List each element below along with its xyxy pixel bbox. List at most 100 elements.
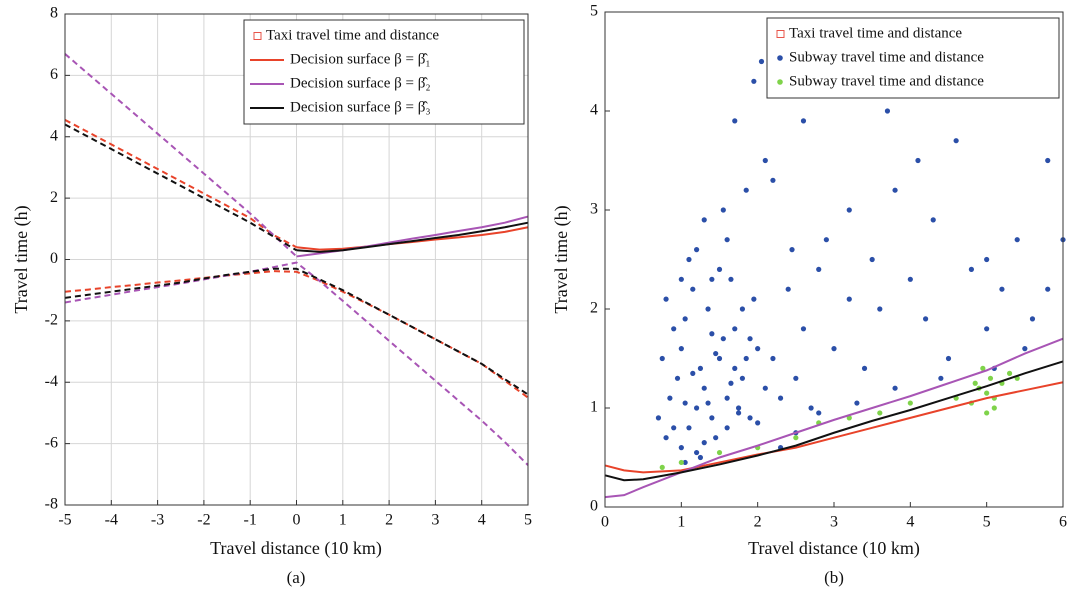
scatter-point	[953, 138, 959, 144]
y-tick-label: -8	[45, 496, 58, 513]
scatter-point	[770, 355, 776, 362]
scatter-point	[984, 256, 990, 263]
y-tick-label: -6	[45, 434, 58, 451]
y-tick-label: 5	[590, 3, 598, 20]
decision-curve	[64, 261, 529, 466]
scatter-point	[701, 385, 707, 391]
scatter-point	[724, 395, 730, 401]
scatter-point	[655, 415, 662, 421]
scatter-point	[682, 316, 688, 322]
legend-label: Subway travel time and distance	[789, 49, 984, 65]
scatter-point	[716, 449, 723, 456]
scatter-point	[972, 380, 978, 386]
y-tick-label: 3	[590, 201, 598, 218]
x-tick-label: -5	[58, 512, 71, 529]
scatter-point	[755, 420, 761, 426]
scatter-point	[777, 395, 784, 401]
scatter-point	[1045, 157, 1051, 164]
scatter-point	[713, 435, 719, 441]
scatter-point	[984, 390, 990, 396]
scatter-point	[793, 375, 799, 381]
scatter-point	[823, 237, 829, 243]
scatter-point	[861, 365, 868, 371]
scatter-point	[869, 256, 875, 263]
scatter-point	[678, 276, 684, 282]
scatter-point	[747, 415, 753, 421]
x-tick-label: -3	[151, 512, 164, 529]
scatter-point	[728, 276, 734, 282]
scatter-point	[1022, 346, 1028, 352]
scatter-point	[1006, 370, 1013, 376]
scatter-point	[816, 266, 822, 272]
x-tick-label: 2	[754, 514, 762, 531]
scatter-point	[854, 400, 860, 406]
x-tick-label: -2	[197, 512, 210, 529]
scatter-point	[785, 286, 791, 292]
scatter-point	[659, 355, 665, 362]
x-tick-label: 5	[983, 514, 991, 531]
x-tick-label: 3	[431, 512, 439, 529]
scatter-point	[930, 217, 936, 223]
y-axis-label: Travel time (h)	[11, 205, 32, 313]
scatter-point	[663, 296, 669, 302]
legend-marker	[253, 32, 262, 40]
y-tick-label: 4	[590, 102, 598, 119]
scatter-point	[1045, 286, 1051, 292]
y-tick-label: 0	[590, 498, 598, 515]
scatter-point	[800, 326, 807, 332]
legend-label: Taxi travel time and distance	[266, 27, 439, 43]
scatter-point	[705, 400, 711, 406]
scatter-point	[659, 464, 665, 470]
scatter-point	[762, 385, 768, 391]
x-tick-label: 6	[1059, 514, 1067, 531]
scatter-point	[800, 118, 807, 124]
y-tick-label: 2	[50, 189, 58, 206]
decision-curve	[64, 118, 297, 249]
y-tick-label: 8	[50, 5, 58, 22]
scatter-point	[915, 157, 921, 164]
decision-curve	[604, 381, 1064, 474]
legend: Taxi travel time and distance Decision su…	[243, 19, 525, 125]
legend-marker	[776, 30, 785, 38]
scatter-point	[735, 405, 742, 411]
scatter-point	[686, 256, 692, 263]
scatter-point	[999, 286, 1005, 292]
scatter-point	[877, 306, 883, 312]
scatter-point	[724, 237, 730, 243]
legend-box	[243, 19, 525, 125]
x-tick-label: 0	[293, 512, 301, 529]
scatter-point	[808, 405, 814, 411]
legend-label: Subway travel time and distance	[789, 73, 984, 89]
scatter-point	[846, 296, 852, 302]
plot-frame	[604, 11, 1064, 508]
scatter-point	[732, 118, 738, 124]
legend-marker	[777, 79, 783, 85]
scatter-point	[694, 449, 700, 456]
scatter-point	[732, 326, 738, 332]
decision-curve	[64, 53, 298, 258]
scatter-point	[690, 370, 696, 376]
scatter-point	[678, 346, 684, 352]
scatter-point	[701, 440, 707, 446]
scatter-point	[739, 306, 746, 312]
legend-box	[766, 17, 1060, 99]
scatter-point	[697, 454, 704, 461]
plot-frame	[64, 13, 529, 506]
caption: (a)	[287, 568, 306, 587]
scatter-point	[907, 276, 913, 282]
scatter-point	[984, 326, 990, 332]
x-tick-label: 3	[830, 514, 838, 531]
scatter-point	[663, 435, 669, 441]
scatter-point	[694, 247, 700, 253]
scatter-point	[690, 286, 696, 292]
y-tick-label: 2	[590, 300, 598, 317]
legend-label: Decision surface β = β̂₃	[290, 99, 431, 115]
scatter-point	[694, 405, 700, 411]
x-tick-label: -4	[105, 512, 118, 529]
scatter-point	[739, 375, 746, 381]
legend-marker	[777, 55, 783, 61]
scatter-point	[720, 336, 726, 342]
scatter-point	[701, 217, 707, 223]
scatter-point	[705, 306, 711, 312]
